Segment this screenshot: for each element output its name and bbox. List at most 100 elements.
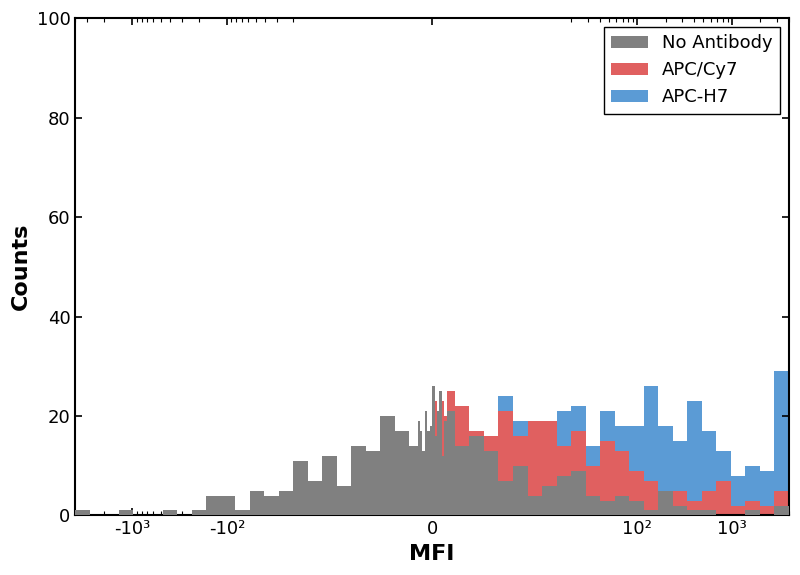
Bar [422,451,425,515]
Bar [629,471,644,515]
Bar [432,471,434,515]
Bar [571,406,586,515]
Bar [527,496,542,515]
Bar [250,490,264,515]
Bar [586,466,600,515]
Bar [395,476,410,515]
Bar [422,481,425,515]
Bar [366,451,380,515]
Bar [716,451,731,515]
Bar [527,421,542,515]
Bar [430,496,432,515]
Bar [455,436,470,515]
Bar [746,466,760,515]
Bar [427,431,430,515]
Bar [206,501,221,515]
Bar [498,481,513,515]
Bar [442,456,444,515]
Bar [484,436,498,515]
Bar [455,406,470,515]
Bar [658,490,673,515]
Bar [586,496,600,515]
Legend: No Antibody, APC/Cy7, APC-H7: No Antibody, APC/Cy7, APC-H7 [604,27,780,114]
Bar [746,501,760,515]
Bar [380,416,395,515]
Bar [571,471,586,515]
Bar [673,441,687,515]
Bar [444,421,446,515]
Bar [442,401,444,515]
Bar [191,511,206,515]
Bar [470,431,484,515]
Bar [420,461,422,515]
Bar [586,446,600,515]
Bar [380,486,395,515]
Bar [614,426,629,515]
Bar [322,511,337,515]
Bar [410,446,418,515]
Bar [687,501,702,515]
Bar [484,451,498,515]
Bar [422,496,425,515]
Bar [439,431,442,515]
Bar [425,481,427,515]
Bar [542,486,557,515]
Bar [425,411,427,515]
Bar [731,505,746,515]
Bar [221,496,235,515]
Y-axis label: Counts: Counts [11,223,31,310]
Bar [702,490,716,515]
Bar [658,426,673,515]
Bar [731,476,746,515]
Bar [644,481,658,515]
Bar [395,505,410,515]
Bar [235,511,250,515]
Bar [439,476,442,515]
Bar [746,511,760,515]
Bar [432,441,434,515]
Bar [437,411,439,515]
Bar [702,511,716,515]
Bar [513,466,527,515]
Bar [629,501,644,515]
Bar [760,505,774,515]
Bar [673,490,687,515]
Bar [119,511,134,515]
Bar [498,411,513,515]
Bar [437,436,439,515]
Bar [308,481,322,515]
Bar [557,411,571,515]
Bar [571,431,586,515]
Bar [351,481,366,515]
Bar [513,421,527,515]
Bar [439,391,442,515]
Bar [444,451,446,515]
Bar [420,505,422,515]
Bar [687,511,702,515]
Bar [75,511,90,515]
Bar [760,471,774,515]
Bar [162,511,177,515]
Bar [264,511,278,515]
Bar [446,411,455,515]
Bar [774,371,789,515]
Bar [395,431,410,515]
Bar [425,496,427,515]
Bar [430,426,432,515]
Bar [366,511,380,515]
Bar [337,511,351,515]
Bar [527,421,542,515]
Bar [774,490,789,515]
Bar [629,426,644,515]
Bar [264,496,278,515]
Bar [308,505,322,515]
Bar [418,481,420,515]
Bar [434,481,437,515]
Bar [432,386,434,515]
Bar [410,446,418,515]
Bar [687,401,702,515]
Bar [434,436,437,515]
Bar [470,431,484,515]
Bar [702,431,716,515]
Bar [162,511,177,515]
